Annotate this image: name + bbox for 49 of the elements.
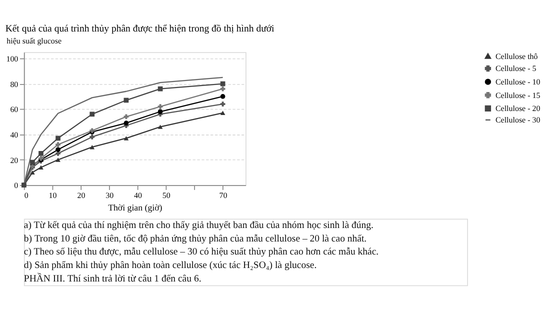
point xyxy=(124,136,129,140)
point xyxy=(158,109,163,114)
y-tick-label: 100 xyxy=(6,54,18,64)
x-tick-label: 20 xyxy=(77,190,86,200)
point xyxy=(158,86,163,92)
point xyxy=(38,150,44,156)
text: a) Từ kết quả của thí nghiệm trên cho thấy giả thuyết ban đầu của nhóm học sinh là đúng. xyxy=(24,220,374,232)
point xyxy=(124,120,129,126)
x-tick-label: 70 xyxy=(219,190,228,200)
point xyxy=(30,160,35,165)
point xyxy=(90,144,95,150)
point xyxy=(30,170,35,175)
point xyxy=(158,124,163,129)
point xyxy=(56,136,60,141)
x-axis-title: Thời gian (giờ) xyxy=(108,202,162,212)
chart-title: Kết quả của quá trình thủy phân được thể hiện trong đồ thị hình dưới xyxy=(5,23,275,34)
x-tick-label: 40 xyxy=(134,190,142,200)
y-tick-label: 40 xyxy=(10,130,18,140)
x-tick-label: 0 xyxy=(24,190,28,200)
x-tick-label: 50 xyxy=(162,190,170,200)
text: PHẦN III. Thí sinh trả lời từ câu 1 đến câu 6. xyxy=(24,272,202,284)
y-tick-label: 80 xyxy=(10,80,18,89)
legend-label: Cellulose - 20 xyxy=(495,104,540,114)
point xyxy=(220,102,226,106)
y-tick-label: 60 xyxy=(10,105,18,114)
text: c) Theo số liệu thu được, mẫu cellulose – 30 có hiệu suất thủy phân cao hơn các mẫu khác. xyxy=(24,246,379,258)
point xyxy=(90,112,95,117)
point xyxy=(124,114,129,120)
legend-label: Cellulose thô xyxy=(495,52,538,61)
legend-label: Cellulose - 30 xyxy=(495,116,540,125)
point xyxy=(56,142,60,147)
text: d) Sản phẩm khi thủy phân hoàn toàn cellulose (xúc tác H₂SO₄) là glucose. xyxy=(24,260,317,271)
point xyxy=(90,134,95,140)
point xyxy=(38,165,44,170)
legend-label: Cellulose - 5 xyxy=(495,64,536,74)
text: b) Trong 10 giờ đầu tiên, tốc độ phản ứng thủy phân của mẫu cellulose – 20 là cao nhất. xyxy=(24,233,367,244)
legend-label: Cellulose - 15 xyxy=(495,90,540,100)
point xyxy=(56,158,60,162)
legend-label: Cellulose - 10 xyxy=(495,77,540,86)
x-tick-label: 30 xyxy=(106,190,114,200)
point xyxy=(220,110,226,116)
point xyxy=(220,94,226,99)
y-tick-label: 20 xyxy=(10,156,18,165)
point xyxy=(56,147,60,152)
y-tick-label: 0 xyxy=(14,181,18,190)
point xyxy=(158,104,163,109)
x-tick-label: 10 xyxy=(48,190,57,200)
point xyxy=(220,86,226,92)
y-axis-title: hiệu suất glucose xyxy=(6,36,62,46)
